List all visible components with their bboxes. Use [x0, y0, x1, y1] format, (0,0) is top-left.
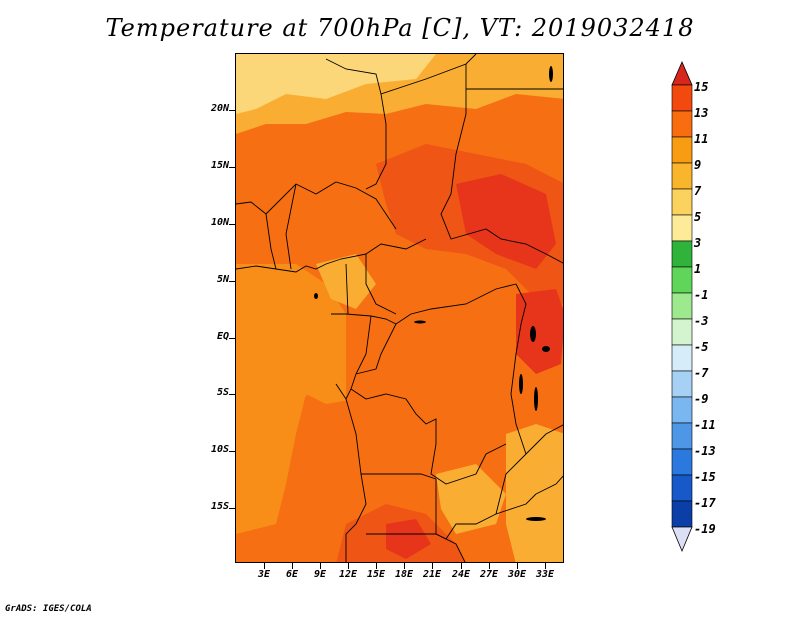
colorbar-segment: [671, 474, 693, 502]
lat-tick: [229, 508, 235, 509]
colorbar-label-neg7: -7: [694, 366, 709, 380]
colorbar-segment: [671, 370, 693, 398]
field-region-hotspot-core: [456, 174, 556, 269]
colorbar-label-1: 1: [694, 262, 702, 276]
map-plot-area: [235, 53, 564, 563]
colorbar-label-neg13: -13: [694, 444, 716, 458]
lat-label-15n: 15N: [210, 160, 229, 171]
lat-tick: [229, 281, 235, 282]
lat-label-20n: 20N: [210, 103, 229, 114]
lon-label-27e: 27E: [479, 569, 499, 580]
lon-tick: [264, 563, 265, 569]
lakes: [314, 66, 553, 521]
colorbar-tip-bottom: [671, 526, 693, 553]
colorbar-segment: [671, 188, 693, 216]
lon-label-30e: 30E: [507, 569, 527, 580]
country-borders: [236, 54, 563, 562]
colorbar-segment: [671, 396, 693, 424]
lon-label-6e: 6E: [285, 569, 299, 580]
lon-tick: [461, 563, 462, 569]
colorbar: [671, 60, 693, 553]
colorbar-label-7: 7: [694, 184, 702, 198]
field-region-gulf-guinea: [316, 254, 376, 309]
lon-label-33e: 33E: [535, 569, 555, 580]
lon-label-24e: 24E: [451, 569, 471, 580]
lon-tick: [545, 563, 546, 569]
lat-label-15s: 15S: [210, 501, 229, 512]
colorbar-segment: [671, 84, 693, 112]
colorbar-segment: [671, 266, 693, 294]
lat-tick: [229, 338, 235, 339]
colorbar-label-9: 9: [694, 158, 702, 172]
colorbar-segment: [671, 110, 693, 138]
colorbar-label-neg11: -11: [694, 418, 716, 432]
lon-tick: [404, 563, 405, 569]
lat-label-eq: EQ: [216, 331, 229, 342]
temperature-field: [236, 54, 563, 562]
lat-label-5n: 5N: [216, 274, 229, 285]
lon-tick: [292, 563, 293, 569]
colorbar-label-neg9: -9: [694, 392, 709, 406]
field-region-congo-basin: [346, 279, 536, 514]
lat-tick: [229, 167, 235, 168]
colorbar-label-5: 5: [694, 210, 702, 224]
field-region-sahara-cream: [236, 54, 436, 114]
grads-credit: GrADS: IGES/COLA: [5, 604, 92, 614]
colorbar-segment: [671, 162, 693, 190]
field-region-south-hot-core: [386, 519, 431, 559]
lon-label-12e: 12E: [338, 569, 358, 580]
colorbar-segment: [671, 292, 693, 320]
lat-tick: [229, 394, 235, 395]
field-region-great-lakes: [516, 289, 563, 374]
colorbar-segment: [671, 500, 693, 528]
lon-label-3e: 3E: [257, 569, 271, 580]
lat-tick: [229, 110, 235, 111]
lon-label-9e: 9E: [313, 569, 327, 580]
colorbar-tip-top: [671, 60, 693, 86]
lat-tick: [229, 224, 235, 225]
lat-label-10s: 10S: [210, 444, 229, 455]
lat-label-10n: 10N: [210, 217, 229, 228]
lon-label-15e: 15E: [366, 569, 386, 580]
field-region-southeast-light: [506, 424, 563, 562]
colorbar-segment: [671, 318, 693, 346]
lon-label-18e: 18E: [394, 569, 414, 580]
lon-tick: [432, 563, 433, 569]
colorbar-label-neg17: -17: [694, 496, 716, 510]
colorbar-segment: [671, 448, 693, 476]
colorbar-label-neg15: -15: [694, 470, 716, 484]
colorbar-label-11: 11: [694, 132, 709, 146]
lon-tick: [517, 563, 518, 569]
colorbar-segment: [671, 136, 693, 164]
colorbar-label-neg3: -3: [694, 314, 709, 328]
lon-tick: [376, 563, 377, 569]
colorbar-segments: [671, 84, 693, 528]
colorbar-segment: [671, 240, 693, 268]
lon-tick: [489, 563, 490, 569]
map-title: Temperature at 700hPa [C], VT: 201903241…: [105, 14, 695, 42]
lon-tick: [348, 563, 349, 569]
lon-label-21e: 21E: [422, 569, 442, 580]
colorbar-label-neg1: -1: [694, 288, 709, 302]
colorbar-segment: [671, 422, 693, 450]
lat-tick: [229, 451, 235, 452]
lon-tick: [320, 563, 321, 569]
colorbar-segment: [671, 344, 693, 372]
colorbar-label-neg5: -5: [694, 340, 709, 354]
field-region-south-atlantic: [236, 344, 321, 454]
colorbar-segment: [671, 214, 693, 242]
colorbar-label-15: 15: [694, 80, 709, 94]
colorbar-label-neg19: -19: [694, 522, 716, 536]
lat-label-5s: 5S: [216, 387, 229, 398]
colorbar-label-13: 13: [694, 106, 709, 120]
colorbar-label-3: 3: [694, 236, 702, 250]
